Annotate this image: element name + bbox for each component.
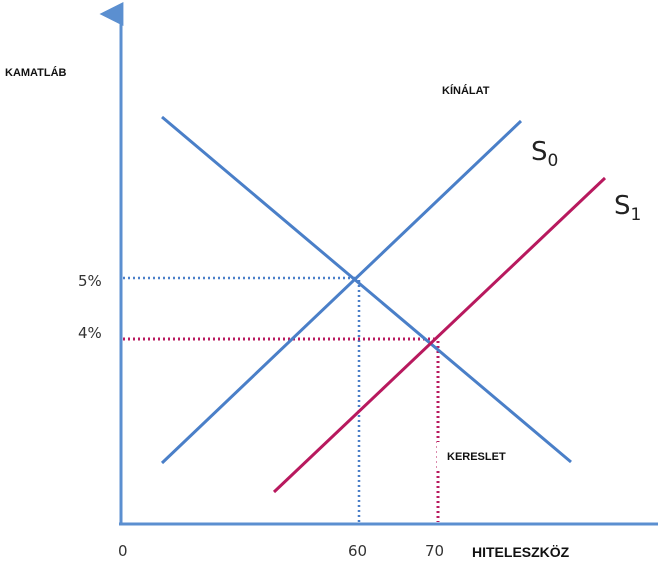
x-axis-label: HITELESZKÖZ [472,544,570,560]
s1-label: S1 [614,191,641,225]
demand-curve [161,115,572,464]
demand-title: KERESLET [447,451,506,463]
x-tick-70: 70 [425,542,444,560]
s0-label: S0 [531,137,558,171]
y-tick-5pct: 5% [78,272,102,290]
supply-curve-s1 [272,176,607,494]
origin-label: 0 [118,542,128,560]
y-axis-label: KAMATLÁB [5,66,67,79]
supply-curve-s0 [160,119,523,465]
x-tick-60: 60 [348,542,367,560]
y-tick-4pct: 4% [78,324,102,342]
supply-title: KÍNÁLAT [442,84,490,97]
demand-label-bg [437,442,519,468]
